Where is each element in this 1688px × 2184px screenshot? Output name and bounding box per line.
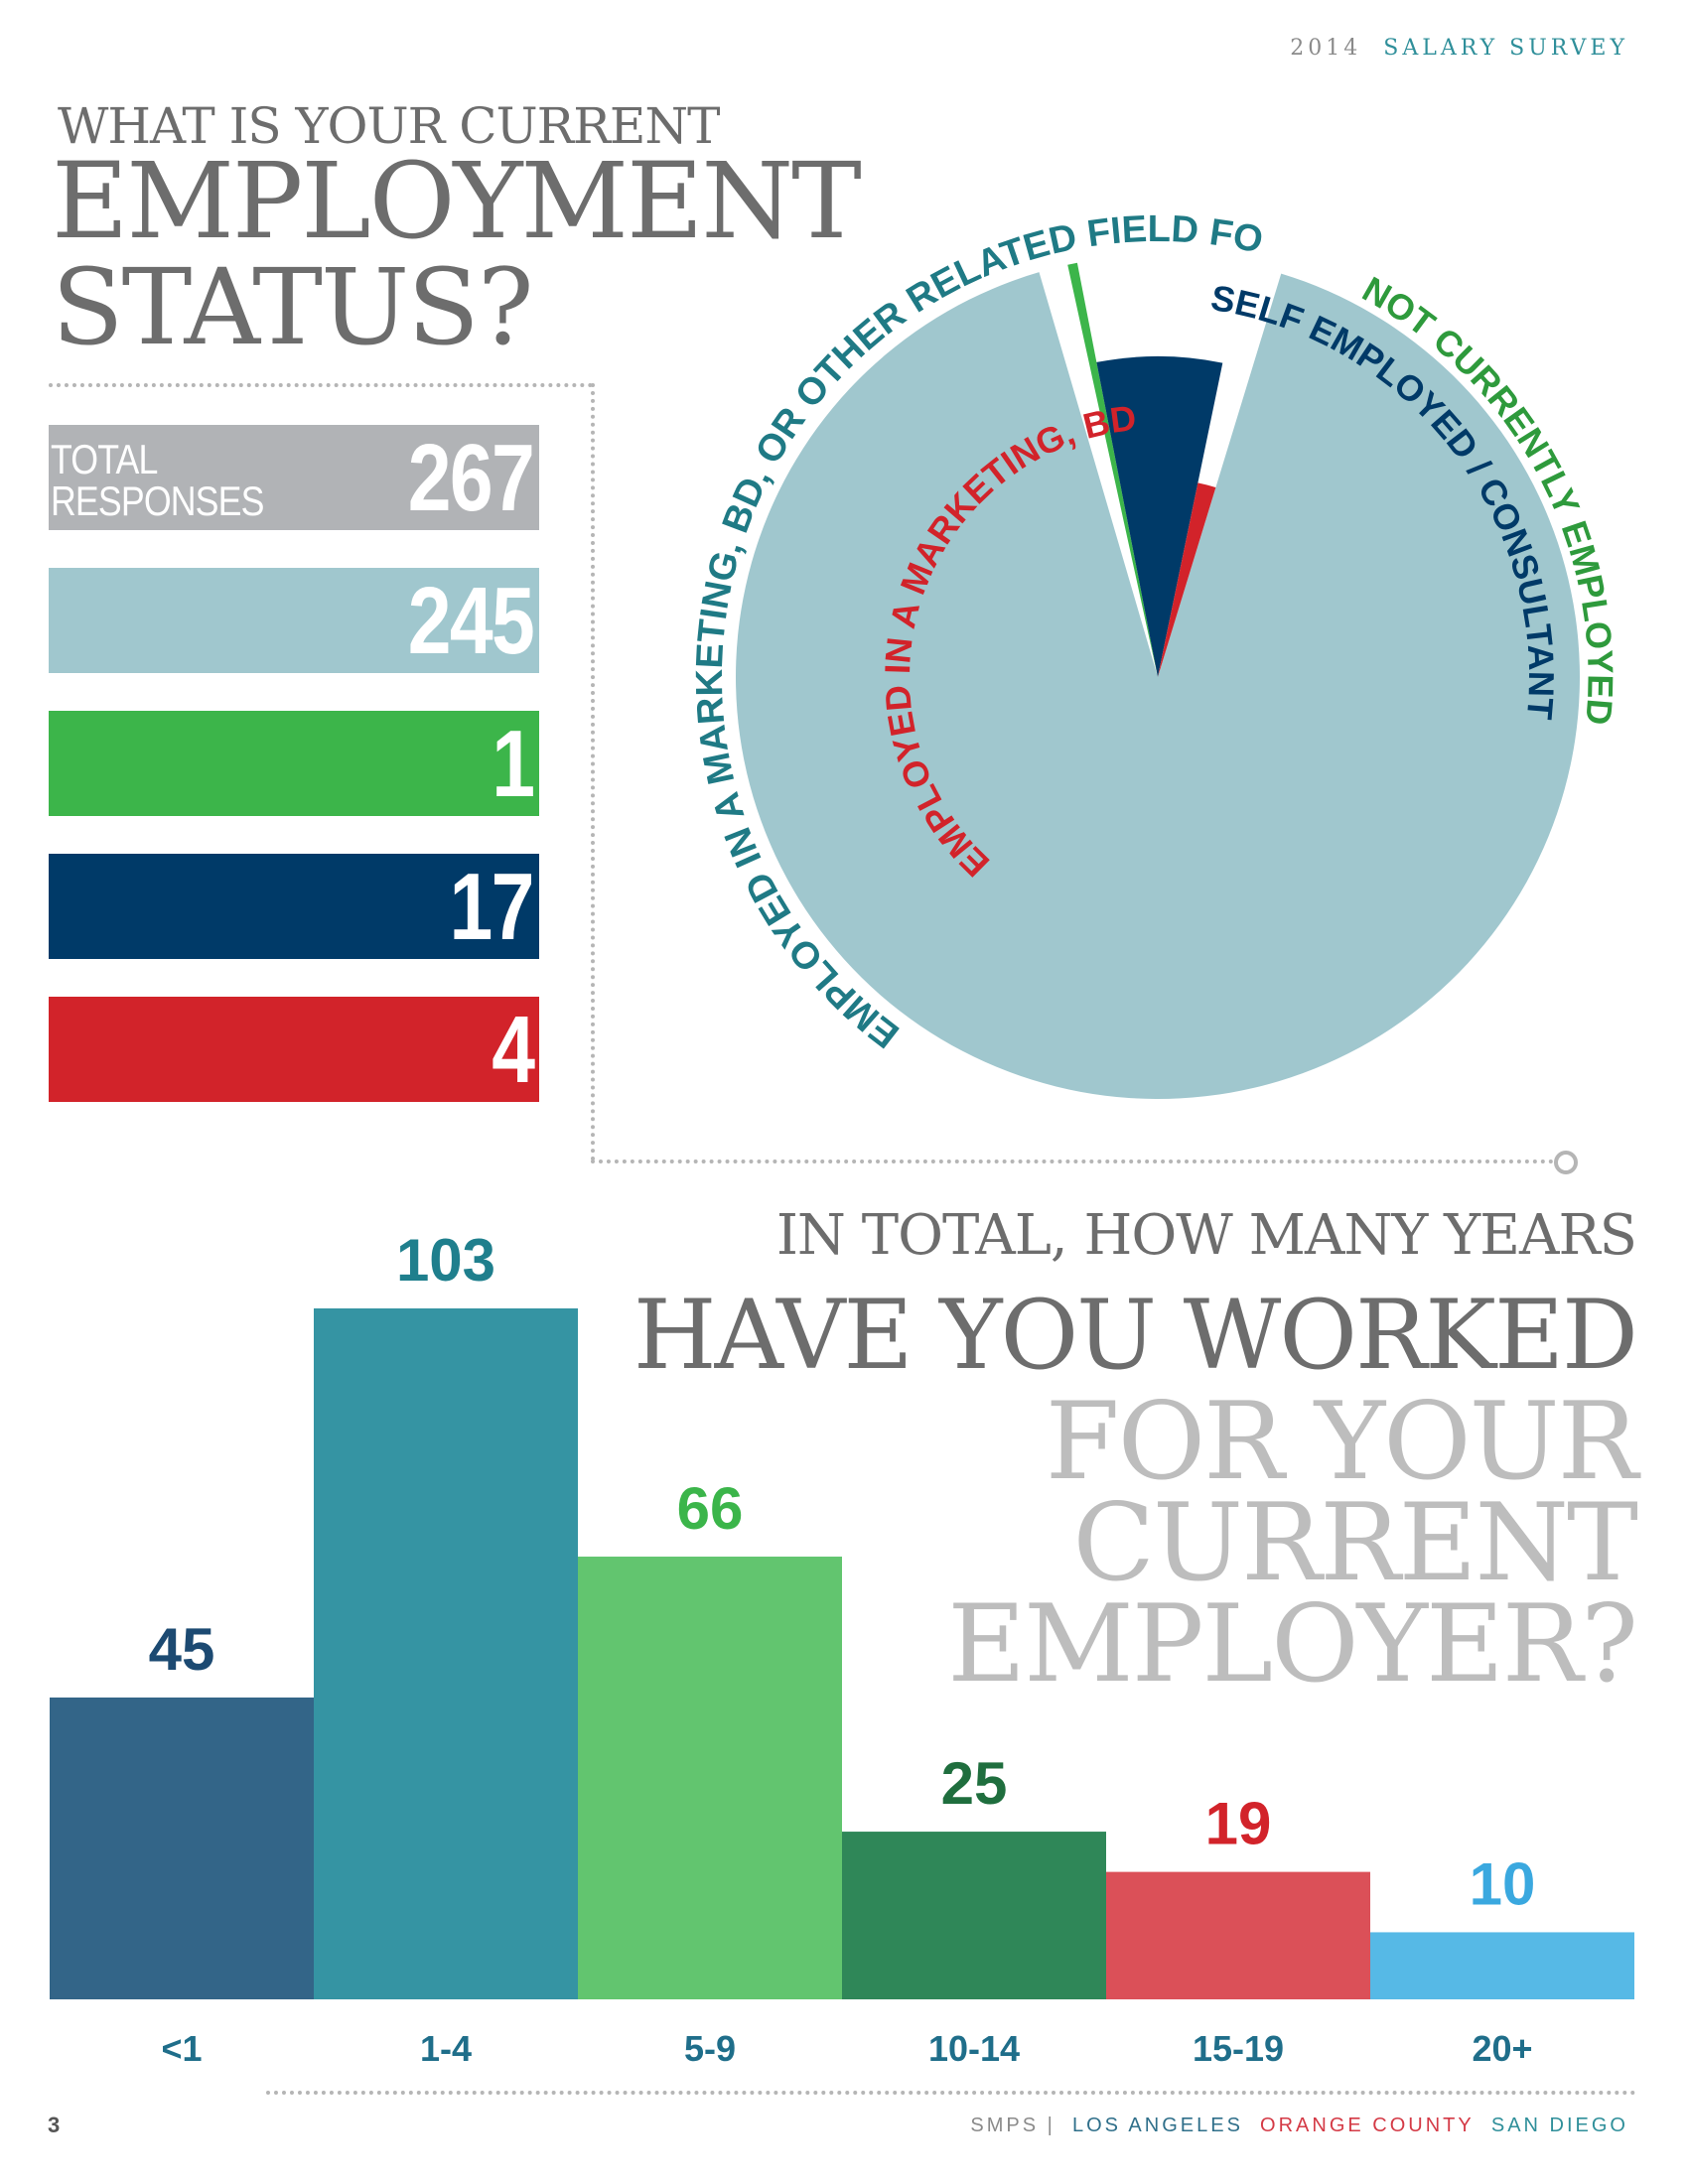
question2-line4: CURRENT xyxy=(1072,1481,1638,1605)
divider-end-circle-icon xyxy=(1554,1151,1578,1174)
bar-<1 xyxy=(50,1697,314,1999)
question1-line1: WHAT IS YOUR CURRENT xyxy=(58,97,720,155)
question2-line3: FOR YOUR xyxy=(1045,1380,1638,1504)
bar-value-label: 45 xyxy=(149,1616,215,1683)
bar-1-4 xyxy=(314,1308,578,1999)
divider-dots-bottom xyxy=(266,2091,1636,2095)
stat-bar-not-employed: 1 xyxy=(49,711,539,816)
total-value: 267 xyxy=(407,425,535,531)
question2-line5: EMPLOYER? xyxy=(947,1582,1638,1706)
employment-pie-chart: EMPLOYED IN A MARKETING, BD, OR OTHER RE… xyxy=(0,0,1621,1099)
divider-dots-top xyxy=(49,383,593,387)
total-label-line1: TOTAL xyxy=(51,436,158,482)
stat-bar-non-aec: 4 xyxy=(49,997,539,1102)
footer-org: SMPS | xyxy=(970,2115,1055,2136)
bar-tick-label: 10-14 xyxy=(928,2028,1020,2069)
bar-tick-label: <1 xyxy=(161,2028,202,2069)
header-year: 2014 xyxy=(1290,36,1362,61)
stat-value-self-employed: 17 xyxy=(449,854,535,960)
divider-dots-middle xyxy=(591,1160,1554,1163)
pie-slice-self-employed xyxy=(1096,355,1223,677)
stat-value-non-aec: 4 xyxy=(491,997,535,1103)
footer-la: LOS ANGELES xyxy=(1071,2115,1243,2136)
total-label: TOTAL RESPONSES xyxy=(51,439,264,522)
pie-slice-not-employed xyxy=(1067,262,1158,677)
bar-15-19 xyxy=(1106,1871,1370,1999)
bar-20+ xyxy=(1370,1932,1634,1999)
page-number: 3 xyxy=(48,2113,61,2137)
footer-orgs: SMPS | LOS ANGELES ORANGE COUNTY SAN DIE… xyxy=(970,2115,1628,2137)
question1-line2: EMPLOYMENT xyxy=(52,140,862,262)
bar-5-9 xyxy=(578,1557,842,1999)
bar-value-label: 66 xyxy=(677,1475,744,1542)
question2-line2: HAVE YOU WORKED xyxy=(633,1280,1638,1391)
pie-slice-non-aec xyxy=(1158,482,1216,677)
bar-tick-label: 5-9 xyxy=(684,2028,736,2069)
question2-line1: IN TOTAL, HOW MANY YEARS xyxy=(775,1203,1637,1268)
footer-oc: ORANGE COUNTY xyxy=(1260,2115,1475,2136)
total-label-line2: RESPONSES xyxy=(51,478,264,524)
bar-tick-label: 1-4 xyxy=(420,2028,472,2069)
stat-bar-total: TOTAL RESPONSES 267 xyxy=(49,425,539,530)
bar-10-14 xyxy=(842,1832,1106,1999)
bar-tick-label: 20+ xyxy=(1472,2028,1532,2069)
question1-line3: STATUS? xyxy=(52,246,534,368)
stat-bar-self-employed: 17 xyxy=(49,854,539,959)
bar-value-label: 25 xyxy=(941,1750,1008,1817)
header-title: SALARY SURVEY xyxy=(1383,36,1628,61)
bar-value-label: 103 xyxy=(396,1227,495,1294)
bar-value-label: 19 xyxy=(1205,1791,1272,1857)
stat-value-aec: 245 xyxy=(407,568,535,674)
stat-value-not-employed: 1 xyxy=(491,711,535,817)
pie-slice-aec xyxy=(735,272,1580,1099)
divider-dots-vertical xyxy=(591,383,595,1161)
stat-bar-aec: 245 xyxy=(49,568,539,673)
bar-value-label: 10 xyxy=(1470,1850,1536,1917)
bar-tick-label: 15-19 xyxy=(1193,2028,1284,2069)
page-header: 2014 SALARY SURVEY xyxy=(1290,36,1628,61)
footer-sd: SAN DIEGO xyxy=(1490,2115,1628,2136)
